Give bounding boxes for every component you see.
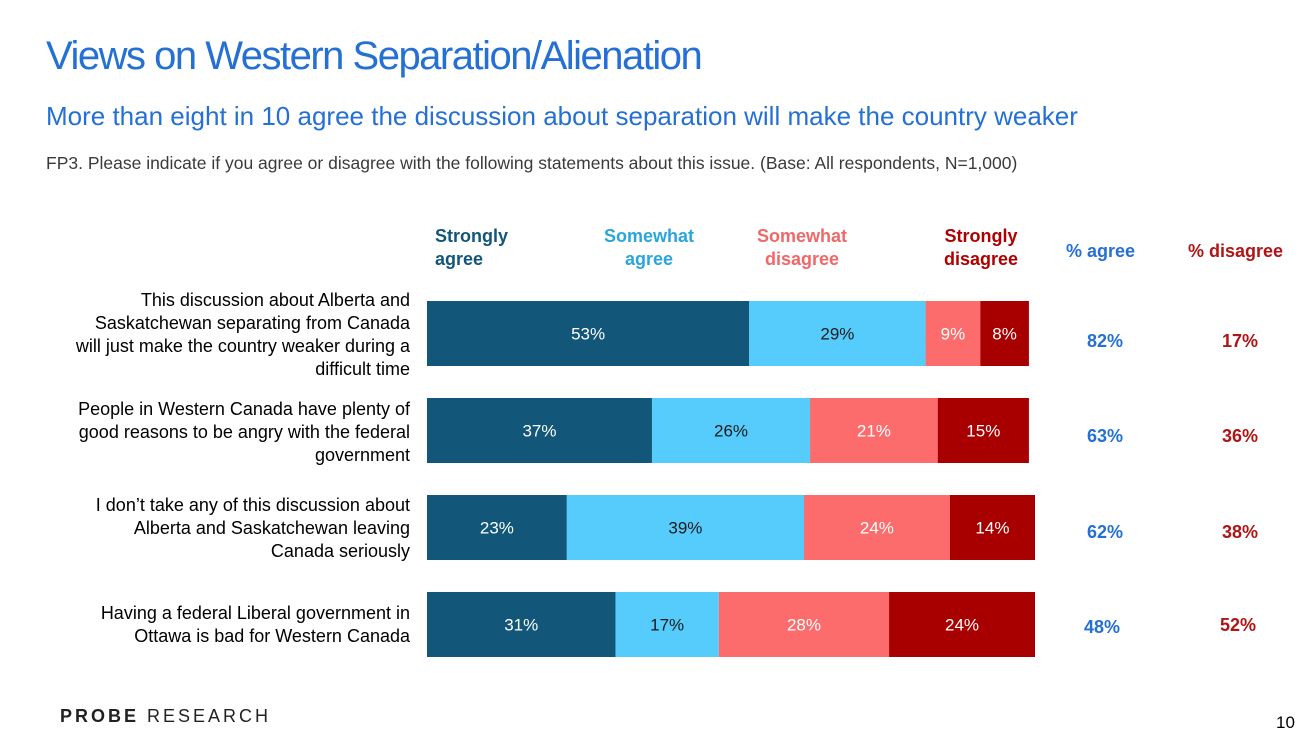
- page-number: 10: [1276, 713, 1295, 732]
- agree-total-1: 82%: [1086, 331, 1124, 351]
- disagree-total-2: 36%: [1221, 426, 1259, 446]
- bar-row3-strongly-agree: [427, 495, 567, 560]
- value-label-row4-strongly-agree: 31%: [504, 616, 538, 635]
- value-label-row3-somewhat-agree: 39%: [668, 519, 702, 538]
- bar-row4-somewhat-agree: [615, 592, 719, 657]
- value-label-row1-somewhat-disagree: 9%: [941, 325, 966, 344]
- disagree-total-4: 52%: [1219, 615, 1257, 635]
- bar-row3-somewhat-disagree: [803, 495, 950, 560]
- bar-row1-strongly-disagree: [980, 301, 1029, 366]
- value-label-row4-somewhat-disagree: 28%: [787, 616, 821, 635]
- bar-row2-somewhat-disagree: [810, 398, 938, 463]
- value-label-row1-strongly-disagree: 8%: [992, 325, 1017, 344]
- row-label-1: This discussion about Alberta and Saskat…: [75, 290, 410, 379]
- value-label-row3-strongly-disagree: 14%: [975, 519, 1009, 538]
- row-label-4: Having a federal Liberal government in O…: [100, 603, 410, 646]
- page-title: Views on Western Separation/Alienation: [46, 34, 703, 78]
- bar-row1-somewhat-disagree: [925, 301, 981, 366]
- bar-row1-somewhat-agree: [749, 301, 926, 366]
- bar-row3-strongly-disagree: [949, 495, 1035, 560]
- value-label-row1-somewhat-agree: 29%: [820, 325, 854, 344]
- value-label-row2-somewhat-disagree: 21%: [857, 422, 891, 441]
- page-subtitle: More than eight in 10 agree the discussi…: [46, 101, 1078, 131]
- bar-row4-strongly-disagree: [889, 592, 1035, 657]
- agree-total-2: 63%: [1086, 426, 1124, 446]
- agree-total-3: 62%: [1086, 522, 1124, 542]
- value-label-row2-strongly-agree: 37%: [522, 422, 556, 441]
- bar-row2-strongly-disagree: [937, 398, 1029, 463]
- agree-column-header: % agree: [1066, 241, 1136, 261]
- agree-total-4: 48%: [1083, 617, 1121, 637]
- value-label-row3-strongly-agree: 23%: [480, 519, 514, 538]
- value-label-row2-strongly-disagree: 15%: [966, 422, 1000, 441]
- legend-somewhat-disagree: Somewhat disagree: [757, 226, 848, 269]
- value-label-row4-strongly-disagree: 24%: [945, 616, 979, 635]
- row-label-3: I don’t take any of this discussion abou…: [95, 495, 410, 561]
- bar-row3-somewhat-agree: [566, 495, 804, 560]
- bar-row4-strongly-agree: [427, 592, 616, 657]
- bar-row1-strongly-agree: [427, 301, 750, 366]
- row-label-2: People in Western Canada have plenty of …: [78, 399, 410, 465]
- logo-bold-word: PROBE: [60, 706, 140, 726]
- value-label-row2-somewhat-agree: 26%: [714, 422, 748, 441]
- value-label-row3-somewhat-disagree: 24%: [860, 519, 894, 538]
- disagree-total-1: 17%: [1221, 331, 1259, 351]
- question-text: FP3. Please indicate if you agree or dis…: [46, 153, 1018, 173]
- legend-strongly-agree: Strongly agree: [435, 226, 509, 269]
- bar-row2-strongly-agree: [427, 398, 652, 463]
- bar-row4-somewhat-disagree: [718, 592, 890, 657]
- probe-research-logo: PROBE RESEARCH: [60, 706, 271, 727]
- disagree-column-header: % disagree: [1188, 241, 1284, 261]
- logo-light-word: RESEARCH: [147, 706, 272, 726]
- bar-row2-somewhat-agree: [651, 398, 811, 463]
- disagree-total-3: 38%: [1221, 522, 1259, 542]
- legend-strongly-disagree: Strongly disagree: [944, 226, 1019, 269]
- value-label-row1-strongly-agree: 53%: [571, 325, 605, 344]
- legend-somewhat-agree: Somewhat agree: [604, 226, 695, 269]
- value-label-row4-somewhat-agree: 17%: [650, 616, 684, 635]
